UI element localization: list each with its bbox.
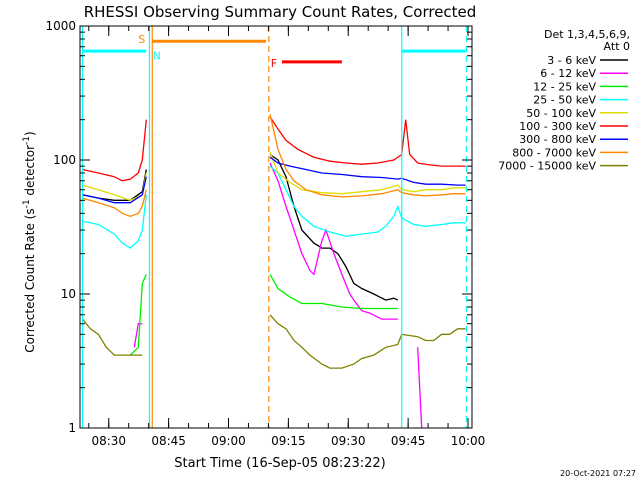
x-tick-label-3: 09:15 xyxy=(271,434,306,448)
series-0-segment-1 xyxy=(269,153,399,301)
series-8-segment-0 xyxy=(81,318,143,356)
series-1-segment-0 xyxy=(133,323,143,348)
x-tick-label-0: 08:30 xyxy=(91,434,126,448)
flag-label-2: F xyxy=(271,57,277,70)
legend-label-8: 7000 - 15000 keV xyxy=(498,160,596,173)
y-tick-label-2: 100 xyxy=(53,153,76,167)
y-tick-label-3: 1000 xyxy=(45,19,76,33)
legend-label-7: 800 - 7000 keV xyxy=(512,146,596,159)
x-tick-label-2: 09:00 xyxy=(211,434,246,448)
axes: 1 10 100 1000 08:30 08:45 09:00 09:15 09:30 09:45… xyxy=(45,19,485,448)
series-6-segment-0 xyxy=(82,176,147,204)
footer-date: 20-Oct-2021 07:27 xyxy=(560,469,636,478)
y-axis-label-sup2: -1 xyxy=(22,136,32,145)
y-tick-label-0: 1 xyxy=(68,421,76,435)
y-axis-label-main: Corrected Count Rate (s xyxy=(23,208,37,352)
y-tick-label-1: 10 xyxy=(61,287,76,301)
x-tick-label-6: 10:00 xyxy=(451,434,486,448)
flag-label-0: S xyxy=(138,33,145,46)
legend-label-1: 6 - 12 keV xyxy=(540,67,596,80)
plot-area: SN F xyxy=(81,26,468,429)
chart-title: RHESSI Observing Summary Count Rates, Co… xyxy=(84,3,477,21)
y-axis-label-mid: detector xyxy=(23,145,37,200)
series-1-segment-2 xyxy=(417,347,423,429)
flag-label-1: N xyxy=(153,50,161,63)
series-8-segment-1 xyxy=(269,314,466,369)
series-4-segment-1 xyxy=(269,151,466,195)
legend-header-1: Att 0 xyxy=(604,40,630,53)
series-6-segment-1 xyxy=(269,156,466,186)
series-5-segment-0 xyxy=(82,119,147,182)
y-axis-label-end: ) xyxy=(23,131,37,136)
x-tick-label-4: 09:30 xyxy=(331,434,366,448)
y-axis-label: Corrected Count Rate (s-1 detector-1) xyxy=(22,131,37,352)
series-7-segment-0 xyxy=(82,189,147,217)
series-5-segment-1 xyxy=(269,116,466,167)
series-1-segment-1 xyxy=(269,162,398,320)
x-axis-label: Start Time (16-Sep-05 08:23:22) xyxy=(174,456,385,471)
series-2-segment-1 xyxy=(269,274,398,310)
x-tick-label-1: 08:45 xyxy=(151,434,186,448)
y-axis-label-sup1: -1 xyxy=(22,199,32,208)
legend-label-0: 3 - 6 keV xyxy=(547,54,596,67)
plot-frame xyxy=(79,25,473,429)
series-2-segment-0 xyxy=(129,274,147,356)
legend-header-0: Det 1,3,4,5,6,9, xyxy=(544,28,630,41)
legend-label-2: 12 - 25 keV xyxy=(533,80,596,93)
series-7-segment-1 xyxy=(269,113,466,198)
series-3-segment-1 xyxy=(269,165,466,237)
legend-label-4: 50 - 100 keV xyxy=(526,107,596,120)
legend-label-6: 300 - 800 keV xyxy=(519,133,596,146)
legend-label-3: 25 - 50 keV xyxy=(533,94,596,107)
legend-label-5: 100 - 300 keV xyxy=(519,120,596,133)
x-tick-label-5: 09:45 xyxy=(391,434,426,448)
series-3-segment-0 xyxy=(82,194,147,249)
